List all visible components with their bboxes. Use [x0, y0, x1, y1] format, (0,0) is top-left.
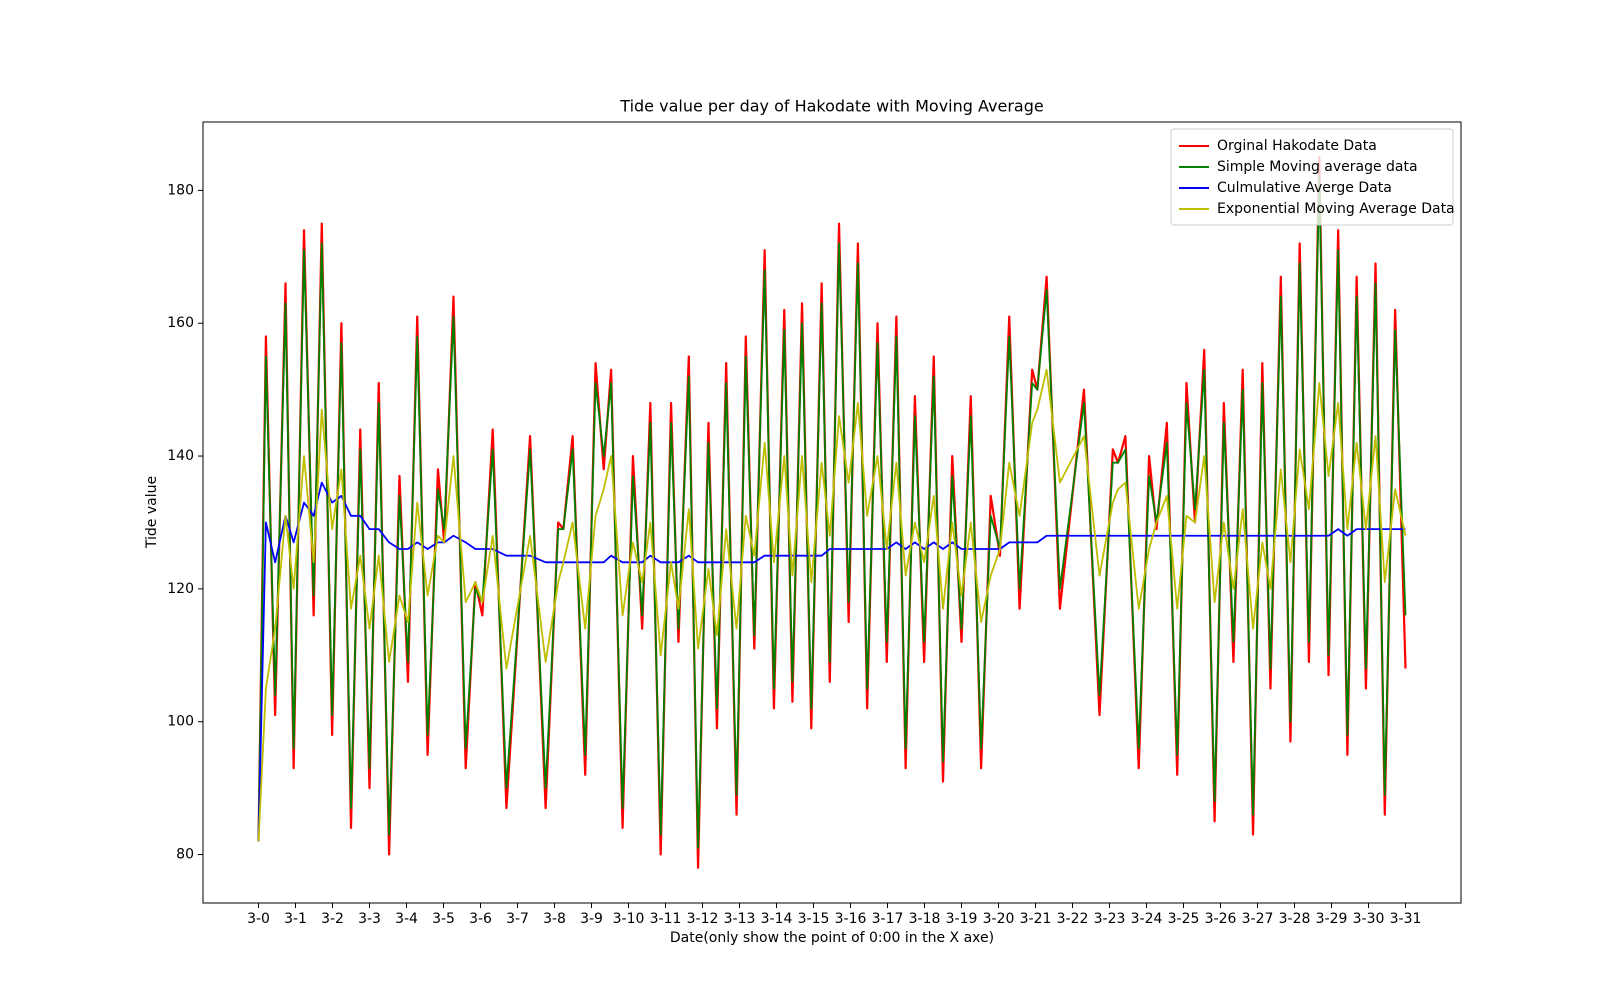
- x-tick-label: 3-6: [469, 911, 492, 927]
- y-tick-label: 160: [167, 315, 194, 331]
- x-tick-label: 3-16: [835, 911, 867, 927]
- x-tick-label: 3-12: [687, 911, 719, 927]
- y-tick-label: 120: [167, 581, 194, 597]
- chart-title: Tide value per day of Hakodate with Movi…: [619, 97, 1043, 116]
- x-tick-label: 3-11: [650, 911, 682, 927]
- x-tick-label: 3-17: [872, 911, 904, 927]
- y-axis-label: Tide value: [144, 476, 160, 549]
- x-tick-label: 3-28: [1279, 911, 1311, 927]
- x-tick-label: 3-30: [1353, 911, 1385, 927]
- x-tick-label: 3-31: [1390, 911, 1422, 927]
- x-tick-label: 3-23: [1094, 911, 1126, 927]
- legend-label: Culmulative Averge Data: [1217, 180, 1392, 196]
- x-tick-label: 3-29: [1316, 911, 1348, 927]
- x-tick-label: 3-3: [358, 911, 381, 927]
- y-tick-label: 100: [167, 714, 194, 730]
- x-tick-label: 3-5: [432, 911, 455, 927]
- x-tick-label: 3-1: [284, 911, 307, 927]
- y-tick-label: 180: [167, 182, 194, 198]
- y-tick-label: 80: [176, 847, 194, 863]
- x-tick-label: 3-7: [506, 911, 529, 927]
- legend-label: Simple Moving average data: [1217, 159, 1418, 175]
- x-tick-label: 3-4: [395, 911, 418, 927]
- x-tick-label: 3-15: [798, 911, 830, 927]
- x-tick-label: 3-27: [1242, 911, 1274, 927]
- x-tick-label: 3-26: [1205, 911, 1237, 927]
- x-tick-label: 3-8: [543, 911, 566, 927]
- x-tick-label: 3-0: [247, 911, 270, 927]
- series-line: [257, 368, 1407, 842]
- x-tick-label: 3-13: [724, 911, 756, 927]
- legend-box: [1170, 128, 1454, 226]
- x-axis-label: Date(only show the point of 0:00 in the …: [670, 930, 994, 946]
- series-line: [257, 481, 1406, 842]
- x-tick-label: 3-21: [1020, 911, 1052, 927]
- legend-label: Exponential Moving Average Data: [1217, 201, 1455, 217]
- x-tick-label: 3-14: [761, 911, 793, 927]
- x-tick-label: 3-9: [580, 911, 603, 927]
- plot-area: [257, 156, 1407, 869]
- x-tick-label: 3-22: [1057, 911, 1089, 927]
- x-tick-label: 3-20: [983, 911, 1015, 927]
- x-tick-label: 3-18: [909, 911, 941, 927]
- plot-frame: [202, 121, 1462, 904]
- y-tick-label: 140: [167, 448, 194, 464]
- x-tick-label: 3-2: [321, 911, 344, 927]
- x-tick-label: 3-10: [613, 911, 645, 927]
- x-tick-label: 3-24: [1131, 911, 1163, 927]
- legend-label: Orginal Hakodate Data: [1217, 138, 1377, 154]
- x-tick-label: 3-25: [1168, 911, 1200, 927]
- x-tick-label: 3-19: [946, 911, 978, 927]
